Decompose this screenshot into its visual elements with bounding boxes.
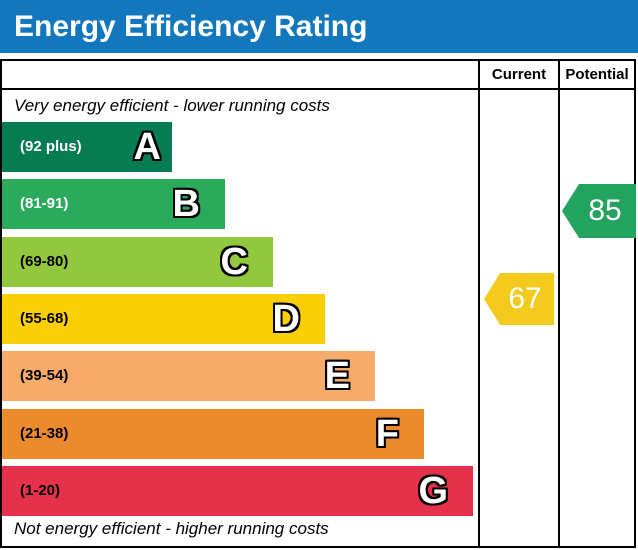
band-a-range: (92 plus) [20, 138, 82, 155]
band-c-letter: C [220, 241, 248, 283]
band-d-range: (55-68) [20, 310, 69, 327]
band-f: (21-38) F [2, 409, 424, 459]
band-a-letter: A [133, 126, 161, 168]
table-header-divider [2, 88, 634, 90]
current-rating-arrow-icon: 67 [484, 273, 554, 325]
potential-rating-value: 85 [588, 194, 622, 227]
band-a: (92 plus) A [2, 122, 172, 172]
potential-rating-arrow-icon: 85 [562, 184, 636, 238]
caption-not-efficient: Not energy efficient - higher running co… [14, 519, 329, 538]
band-e-letter: E [324, 355, 350, 397]
band-e: (39-54) E [2, 351, 375, 401]
band-d-letter: D [272, 298, 300, 340]
band-g-letter: G [418, 470, 448, 512]
band-d: (55-68) D [2, 294, 325, 344]
band-e-range: (39-54) [20, 367, 69, 384]
band-g: (1-20) G [2, 466, 473, 516]
band-b: (81-91) B [2, 179, 225, 229]
band-b-range: (81-91) [20, 195, 69, 212]
potential-column-header: Potential [565, 66, 629, 83]
potential-column-divider [558, 61, 560, 546]
rating-table-frame [0, 59, 636, 548]
band-c-range: (69-80) [20, 253, 69, 270]
band-f-range: (21-38) [20, 425, 69, 442]
page-title: Energy Efficiency Rating [14, 9, 368, 43]
current-rating-value: 67 [508, 282, 542, 315]
band-b-letter: B [172, 183, 200, 225]
title-bar: Energy Efficiency Rating [0, 0, 638, 53]
current-column-header: Current [491, 66, 547, 83]
band-f-letter: F [375, 413, 399, 455]
caption-very-efficient: Very energy efficient - lower running co… [14, 96, 330, 115]
band-c: (69-80) C [2, 237, 273, 287]
band-g-range: (1-20) [20, 482, 61, 499]
current-column-divider [478, 61, 480, 546]
